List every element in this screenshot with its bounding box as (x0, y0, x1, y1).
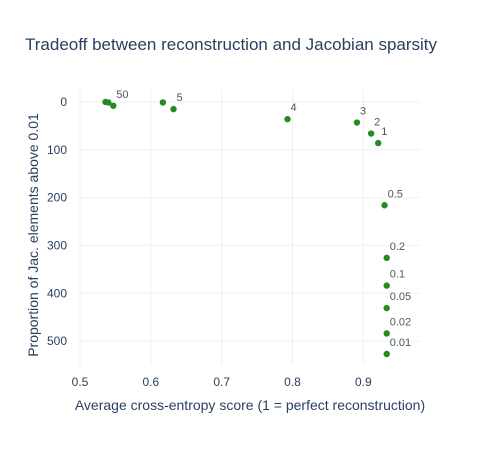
data-point[interactable] (367, 130, 375, 137)
y-tick-label: 300 (47, 238, 67, 252)
data-point[interactable] (284, 115, 291, 123)
y-tick-label: 400 (47, 286, 67, 300)
data-point-label: 4 (291, 102, 297, 114)
x-tick-label: 0.8 (284, 375, 301, 389)
data-point-label: 5 (177, 92, 183, 104)
grid-layer (79, 90, 420, 365)
data-point[interactable] (383, 330, 390, 337)
x-tick-label: 0.6 (142, 375, 159, 389)
data-point[interactable] (383, 282, 390, 289)
x-axis-ticks: 0.5 0.6 0.7 0.8 0.9 (72, 375, 372, 389)
data-point[interactable] (375, 139, 382, 147)
data-point-label: 0.05 (390, 291, 411, 303)
data-point-label: 1 (381, 126, 387, 138)
data-point[interactable] (170, 105, 177, 113)
data-point-label: 2 (374, 117, 380, 129)
y-tick-label: 100 (47, 143, 67, 157)
y-tick-label: 0 (60, 95, 67, 109)
chart-title: Tradeoff between reconstruction and Jaco… (25, 35, 438, 54)
x-tick-label: 0.9 (355, 375, 372, 389)
data-point-label: 0.01 (390, 337, 411, 349)
y-tick-label: 500 (47, 334, 67, 348)
x-tick-label: 0.7 (213, 375, 230, 389)
x-tick-label: 0.5 (72, 375, 89, 389)
point-labels-layer: 50 5 4 321 0.5 0.2 0.1 0.05 0.02 0.01 (116, 89, 411, 349)
data-point-label: 0.1 (390, 269, 405, 281)
y-axis-title: Proportion of Jac. elements above 0.01 (25, 113, 41, 357)
data-point-label: 0.5 (388, 188, 403, 200)
data-point-label: 3 (360, 106, 366, 118)
data-point[interactable] (383, 350, 390, 358)
data-point[interactable] (105, 99, 112, 106)
y-axis-ticks: 0 100 200 300 400 500 (47, 95, 67, 348)
x-axis-title: Average cross-entropy score (1 = perfect… (75, 397, 425, 413)
data-point-label: 50 (116, 89, 128, 101)
data-point[interactable] (383, 304, 390, 312)
data-point-label: 0.02 (390, 316, 411, 328)
y-tick-label: 200 (47, 191, 67, 205)
points-layer (102, 98, 390, 358)
data-point[interactable] (383, 254, 390, 262)
data-point[interactable] (159, 99, 167, 106)
data-point-label: 0.2 (390, 241, 405, 253)
data-point[interactable] (110, 102, 117, 109)
data-point[interactable] (353, 119, 361, 126)
data-point[interactable] (381, 202, 388, 209)
